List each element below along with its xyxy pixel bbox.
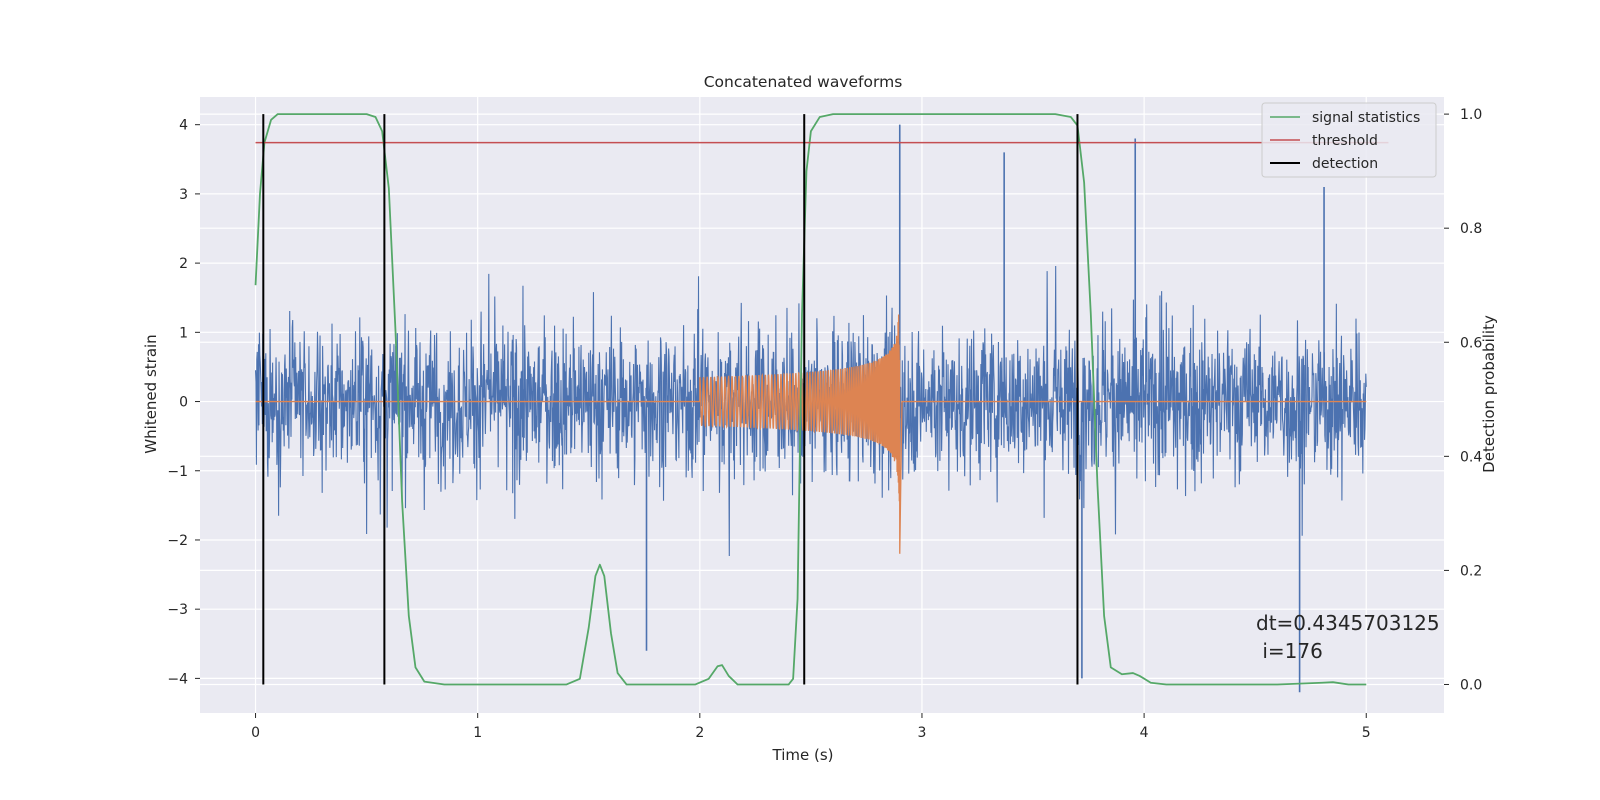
y2-tick-label: 0.4 bbox=[1460, 449, 1482, 465]
strain-noise-line bbox=[254, 265, 1367, 557]
x-axis-label: Time (s) bbox=[772, 746, 834, 764]
y-tick-label: 0 bbox=[179, 395, 188, 411]
x-tick-label: 2 bbox=[695, 725, 704, 741]
legend-box bbox=[1261, 102, 1437, 178]
y-tick-label: 1 bbox=[179, 325, 188, 341]
y2-tick-label: 0.2 bbox=[1460, 563, 1482, 579]
y-tick-label: −2 bbox=[167, 533, 188, 549]
y-tick-label: 4 bbox=[179, 118, 188, 134]
y2-tick-label: 0.6 bbox=[1460, 335, 1482, 351]
x-tick-label: 4 bbox=[1140, 725, 1149, 741]
y-tick-label: 2 bbox=[179, 256, 188, 272]
annotation-dt: dt=0.4345703125 bbox=[1256, 611, 1440, 635]
x-tick-label: 5 bbox=[1362, 725, 1371, 741]
y2-tick-label: 1.0 bbox=[1460, 107, 1482, 123]
x-tick-label: 0 bbox=[251, 725, 260, 741]
annotation-index: i=176 bbox=[1256, 639, 1323, 663]
y-tick-label: −1 bbox=[167, 464, 188, 480]
whitened-strain-noise-series bbox=[254, 124, 1367, 693]
y-tick-label: 3 bbox=[179, 187, 188, 203]
y-axis-label: Whitened strain bbox=[142, 334, 160, 453]
legend-label: signal statistics bbox=[1312, 110, 1420, 126]
y-tick-label: −4 bbox=[167, 671, 188, 687]
y-tick-label: −3 bbox=[167, 602, 188, 618]
legend: signal statistics threshold detection bbox=[1261, 102, 1437, 178]
detection-probability-layer bbox=[254, 113, 1389, 686]
legend-label: threshold bbox=[1312, 133, 1378, 149]
signal-statistics-line bbox=[254, 113, 1367, 686]
axis-ticks: 0 1 2 3 4 5 −4 −3 −2 −1 0 1 2 3 4 0.0 0.2 0.4 0.6 0.8 1.0 bbox=[167, 107, 1482, 741]
y2-axis-label: Detection probability bbox=[1480, 315, 1498, 473]
x-tick-label: 3 bbox=[918, 725, 927, 741]
x-tick-label: 1 bbox=[473, 725, 482, 741]
legend-label: detection bbox=[1312, 156, 1378, 172]
annotation: dt=0.4345703125 i=176 bbox=[1256, 611, 1440, 663]
chart-title: Concatenated waveforms bbox=[704, 73, 903, 91]
y2-tick-label: 0.0 bbox=[1460, 677, 1482, 693]
y2-tick-label: 0.8 bbox=[1460, 221, 1482, 237]
